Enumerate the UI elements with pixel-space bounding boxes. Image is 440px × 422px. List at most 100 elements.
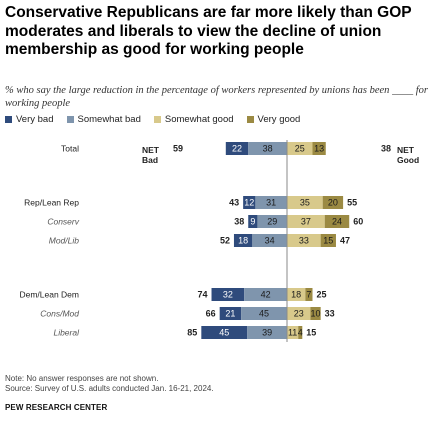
chart-title: Conservative Republicans are far more li… <box>5 4 412 58</box>
bar-value-dem-lean-dem-very-good: 7 <box>306 290 311 300</box>
net-good-conserv: 60 <box>353 217 363 227</box>
net-bad-rep-lean-rep: 43 <box>229 198 239 208</box>
subtitle-blank: ____ <box>392 85 414 96</box>
chart-subtitle: % who say the large reduction in the per… <box>5 84 437 110</box>
bar-dem-lean-dem-somewhat-bad <box>244 288 287 301</box>
legend-label-very-good: Very good <box>257 113 301 125</box>
bar-value-dem-lean-dem-somewhat-bad: 42 <box>261 290 271 300</box>
legend-item-very-good: Very good <box>246 113 301 125</box>
bar-liberal-very-good <box>298 326 303 339</box>
row-label-cons-mod: Cons/Mod <box>40 309 79 319</box>
chart-legend: Very bad Somewhat bad Somewhat good Very… <box>5 112 313 126</box>
bar-rep-lean-rep-very-good <box>322 196 344 209</box>
legend-swatch-somewhat-good <box>153 115 161 123</box>
bar-mod-lib-somewhat-bad <box>252 234 287 247</box>
bar-value-cons-mod-somewhat-bad: 45 <box>259 309 269 319</box>
net-bad-liberal: 85 <box>187 328 197 338</box>
bar-mod-lib-very-good <box>320 234 336 247</box>
legend-swatch-very-good <box>246 115 254 123</box>
legend-label-very-bad: Very bad <box>16 113 54 125</box>
row-label-liberal: Liberal <box>53 328 80 338</box>
bar-value-total-very-good: 13 <box>314 144 324 154</box>
bar-value-liberal-somewhat-good: 11 <box>288 328 297 338</box>
source-text: Source: Survey of U.S. adults conducted … <box>5 384 214 393</box>
net-bad-header-line1: NET <box>142 145 160 155</box>
bar-value-cons-mod-somewhat-good: 23 <box>294 309 304 319</box>
bar-value-dem-lean-dem-somewhat-good: 18 <box>291 290 301 300</box>
bar-conserv-somewhat-good <box>287 215 325 228</box>
bar-mod-lib-somewhat-good <box>287 234 321 247</box>
net-good-liberal: 15 <box>306 328 316 338</box>
bar-value-cons-mod-very-bad: 21 <box>225 309 235 319</box>
bar-rep-lean-rep-very-bad <box>243 196 256 209</box>
row-label-rep-lean-rep: Rep/Lean Rep <box>24 198 79 208</box>
bar-total-somewhat-good <box>287 142 313 155</box>
legend-item-somewhat-bad: Somewhat bad <box>66 113 141 125</box>
subtitle-part2: for working people <box>5 85 428 109</box>
bar-value-rep-lean-rep-very-good: 20 <box>328 198 338 208</box>
bar-liberal-somewhat-good <box>287 326 299 339</box>
legend-swatch-somewhat-bad <box>66 115 74 123</box>
row-label-total: Total <box>61 144 79 154</box>
legend-item-very-bad: Very bad <box>5 114 54 125</box>
bar-mod-lib-very-bad <box>233 234 253 247</box>
bar-cons-mod-very-good <box>310 307 321 320</box>
net-good-header-line2: Good <box>397 155 419 165</box>
bar-value-conserv-somewhat-good: 37 <box>301 217 311 227</box>
net-bad-mod-lib: 52 <box>220 236 230 246</box>
chart-notes: Note: No answer responses are not shown.… <box>5 374 214 394</box>
bar-total-very-bad <box>225 142 249 155</box>
subtitle-part1: % who say the large reduction in the per… <box>5 85 390 96</box>
net-good-total: 38 <box>381 144 391 154</box>
bar-value-liberal-very-good: 4 <box>298 328 303 338</box>
bar-cons-mod-somewhat-good <box>287 307 311 320</box>
net-good-rep-lean-rep: 55 <box>347 198 357 208</box>
bar-conserv-very-good <box>324 215 350 228</box>
bar-value-mod-lib-somewhat-good: 33 <box>299 236 309 246</box>
net-bad-total: 59 <box>173 144 183 154</box>
bar-total-very-good <box>312 142 326 155</box>
bar-value-mod-lib-very-good: 15 <box>323 236 333 246</box>
net-good-mod-lib: 47 <box>340 236 350 246</box>
bar-value-total-somewhat-bad: 38 <box>263 144 273 154</box>
bar-value-rep-lean-rep-very-bad: 12 <box>244 198 254 208</box>
bar-dem-lean-dem-very-bad <box>211 288 245 301</box>
bar-value-total-somewhat-good: 25 <box>295 144 305 154</box>
bar-value-mod-lib-very-bad: 18 <box>238 236 248 246</box>
net-good-cons-mod: 33 <box>325 309 335 319</box>
bar-value-total-very-bad: 22 <box>232 144 242 154</box>
bar-rep-lean-rep-somewhat-bad <box>255 196 287 209</box>
bar-conserv-very-bad <box>248 215 258 228</box>
legend-label-somewhat-bad: Somewhat bad <box>77 113 141 125</box>
legend-item-somewhat-good: Somewhat good <box>153 113 234 125</box>
bar-value-rep-lean-rep-somewhat-good: 35 <box>300 198 310 208</box>
bar-value-liberal-somewhat-bad: 39 <box>262 328 272 338</box>
legend-label-somewhat-good: Somewhat good <box>164 113 234 125</box>
net-good-dem-lean-dem: 25 <box>317 290 327 300</box>
bar-rep-lean-rep-somewhat-good <box>287 196 323 209</box>
net-bad-header-line2: Bad <box>142 155 158 165</box>
diverging-bar-chart: Total 22 38 25 13 59 38 Rep/Lean Rep 12 31 35 20 43 5… <box>19 140 419 342</box>
bar-value-dem-lean-dem-very-bad: 32 <box>223 290 233 300</box>
bar-dem-lean-dem-somewhat-good <box>287 288 306 301</box>
row-label-conserv: Conserv <box>47 217 79 227</box>
bar-cons-mod-very-bad <box>219 307 242 320</box>
bar-liberal-very-bad <box>201 326 248 339</box>
bar-conserv-somewhat-bad <box>257 215 287 228</box>
row-label-mod-lib: Mod/Lib <box>49 236 80 246</box>
bar-value-conserv-somewhat-bad: 29 <box>267 217 277 227</box>
bar-value-conserv-very-good: 24 <box>332 217 342 227</box>
net-bad-dem-lean-dem: 74 <box>198 290 208 300</box>
net-bad-cons-mod: 66 <box>206 309 216 319</box>
bar-dem-lean-dem-very-good <box>305 288 313 301</box>
row-label-dem-lean-dem: Dem/Lean Dem <box>19 290 79 300</box>
bar-value-liberal-very-bad: 45 <box>219 328 229 338</box>
net-good-header-line1: NET <box>397 145 415 155</box>
bar-value-conserv-very-bad: 9 <box>250 217 255 227</box>
bar-value-cons-mod-very-good: 10 <box>311 309 321 319</box>
legend-swatch-very-bad <box>5 115 12 123</box>
bar-cons-mod-somewhat-bad <box>241 307 287 320</box>
org-name: PEW RESEARCH CENTER <box>5 403 108 412</box>
net-bad-conserv: 38 <box>234 217 244 227</box>
bar-liberal-somewhat-bad <box>247 326 287 339</box>
